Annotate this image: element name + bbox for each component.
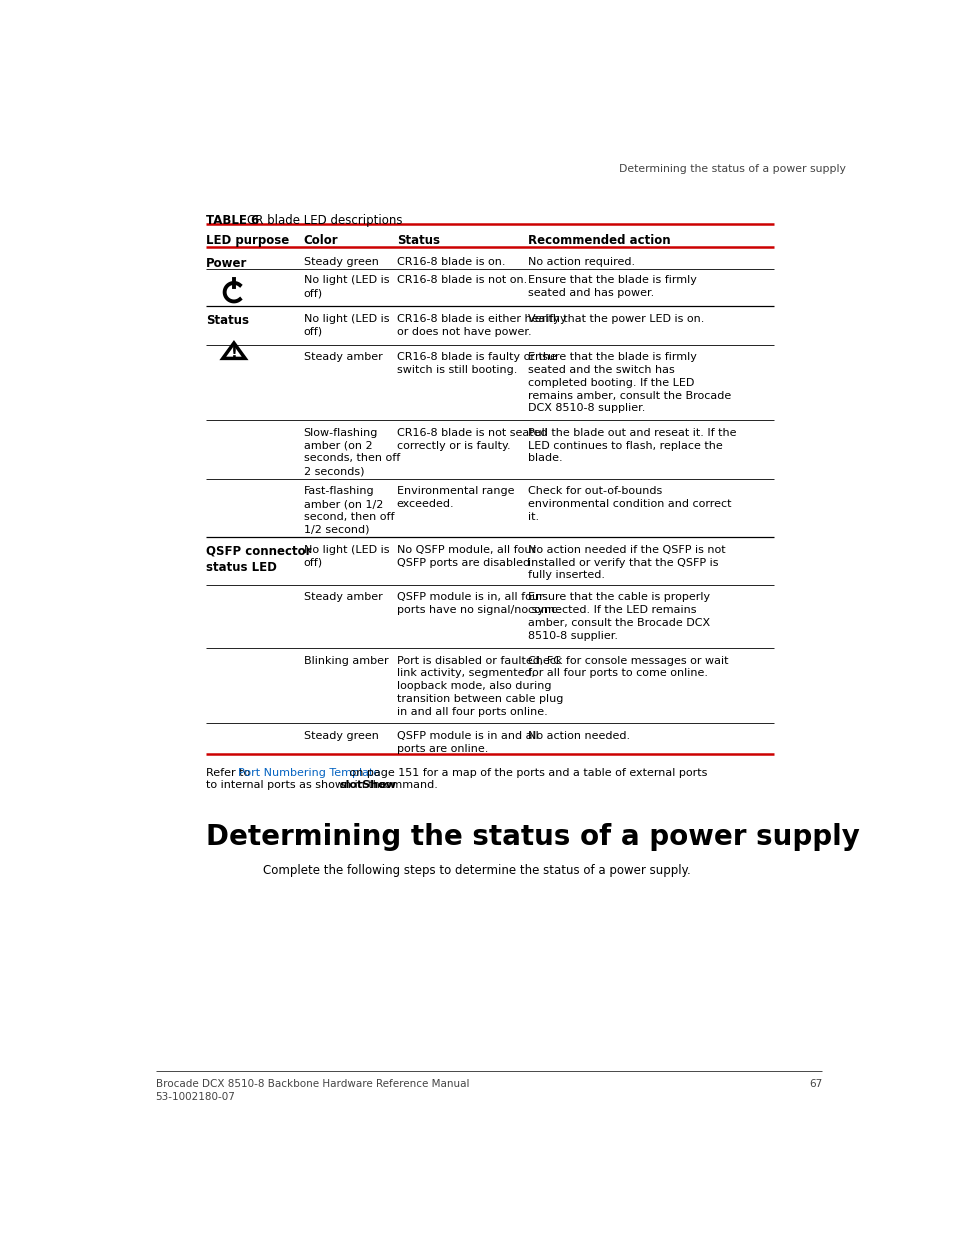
Text: CR16-8 blade is not seated
correctly or is faulty.: CR16-8 blade is not seated correctly or … xyxy=(396,427,547,451)
Text: Blinking amber: Blinking amber xyxy=(303,656,388,666)
Text: No action required.: No action required. xyxy=(528,257,635,267)
Text: CR blade LED descriptions: CR blade LED descriptions xyxy=(247,214,402,227)
Text: CR16-8 blade is either healthy
or does not have power.: CR16-8 blade is either healthy or does n… xyxy=(396,314,566,337)
Text: Slow-flashing
amber (on 2
seconds, then off
2 seconds): Slow-flashing amber (on 2 seconds, then … xyxy=(303,427,399,477)
Text: Steady amber: Steady amber xyxy=(303,593,382,603)
Text: to internal ports as shown in the: to internal ports as shown in the xyxy=(206,779,390,789)
Text: QSFP module is in, all four
ports have no signal/no sync.: QSFP module is in, all four ports have n… xyxy=(396,593,560,615)
Text: on page 151 for a map of the ports and a table of external ports: on page 151 for a map of the ports and a… xyxy=(345,768,706,778)
Text: No light (LED is
off): No light (LED is off) xyxy=(303,275,389,298)
Text: No action needed.: No action needed. xyxy=(528,731,630,741)
Text: Steady green: Steady green xyxy=(303,257,378,267)
Text: Status: Status xyxy=(206,314,249,327)
Text: Ensure that the blade is firmly
seated and has power.: Ensure that the blade is firmly seated a… xyxy=(528,275,697,298)
Text: Recommended action: Recommended action xyxy=(528,233,670,247)
Text: Color: Color xyxy=(303,233,338,247)
Text: Check for console messages or wait
for all four ports to come online.: Check for console messages or wait for a… xyxy=(528,656,728,678)
Text: TABLE 6: TABLE 6 xyxy=(206,214,259,227)
Text: QSFP connector
status LED: QSFP connector status LED xyxy=(206,545,312,574)
Text: Steady amber: Steady amber xyxy=(303,352,382,362)
Text: Determining the status of a power supply: Determining the status of a power supply xyxy=(206,824,859,851)
Text: No QSFP module, all four
QSFP ports are disabled: No QSFP module, all four QSFP ports are … xyxy=(396,545,536,568)
Text: Power: Power xyxy=(206,257,247,269)
Text: No light (LED is
off): No light (LED is off) xyxy=(303,545,389,568)
Text: Determining the status of a power supply: Determining the status of a power supply xyxy=(618,163,845,174)
Text: Ensure that the cable is properly
connected. If the LED remains
amber, consult t: Ensure that the cable is properly connec… xyxy=(528,593,710,641)
Text: command.: command. xyxy=(375,779,437,789)
Text: !: ! xyxy=(231,346,237,362)
Text: slotShow: slotShow xyxy=(339,779,395,789)
Text: Refer to: Refer to xyxy=(206,768,253,778)
Text: Complete the following steps to determine the status of a power supply.: Complete the following steps to determin… xyxy=(262,863,690,877)
Text: Status: Status xyxy=(396,233,439,247)
Text: Pull the blade out and reseat it. If the
LED continues to flash, replace the
bla: Pull the blade out and reseat it. If the… xyxy=(528,427,736,463)
Text: No action needed if the QSFP is not
installed or verify that the QSFP is
fully i: No action needed if the QSFP is not inst… xyxy=(528,545,725,580)
Text: LED purpose: LED purpose xyxy=(206,233,289,247)
Text: CR16-8 blade is not on.: CR16-8 blade is not on. xyxy=(396,275,526,285)
Text: CR16-8 blade is on.: CR16-8 blade is on. xyxy=(396,257,505,267)
Text: QSFP module is in and all
ports are online.: QSFP module is in and all ports are onli… xyxy=(396,731,537,753)
Text: Steady green: Steady green xyxy=(303,731,378,741)
Text: Port is disabled or faulted, FC
link activity, segmented,
loopback mode, also du: Port is disabled or faulted, FC link act… xyxy=(396,656,562,716)
Text: 67: 67 xyxy=(808,1079,821,1089)
Text: Brocade DCX 8510-8 Backbone Hardware Reference Manual
53-1002180-07: Brocade DCX 8510-8 Backbone Hardware Ref… xyxy=(155,1079,469,1102)
Text: Verify that the power LED is on.: Verify that the power LED is on. xyxy=(528,314,704,324)
Text: No light (LED is
off): No light (LED is off) xyxy=(303,314,389,337)
Text: Fast-flashing
amber (on 1/2
second, then off
1/2 second): Fast-flashing amber (on 1/2 second, then… xyxy=(303,487,394,535)
Text: Port Numbering Template: Port Numbering Template xyxy=(237,768,379,778)
Text: Check for out-of-bounds
environmental condition and correct
it.: Check for out-of-bounds environmental co… xyxy=(528,487,731,522)
Text: Environmental range
exceeded.: Environmental range exceeded. xyxy=(396,487,514,509)
Text: Ensure that the blade is firmly
seated and the switch has
completed booting. If : Ensure that the blade is firmly seated a… xyxy=(528,352,731,414)
Text: CR16-8 blade is faulty or the
switch is still booting.: CR16-8 blade is faulty or the switch is … xyxy=(396,352,556,375)
